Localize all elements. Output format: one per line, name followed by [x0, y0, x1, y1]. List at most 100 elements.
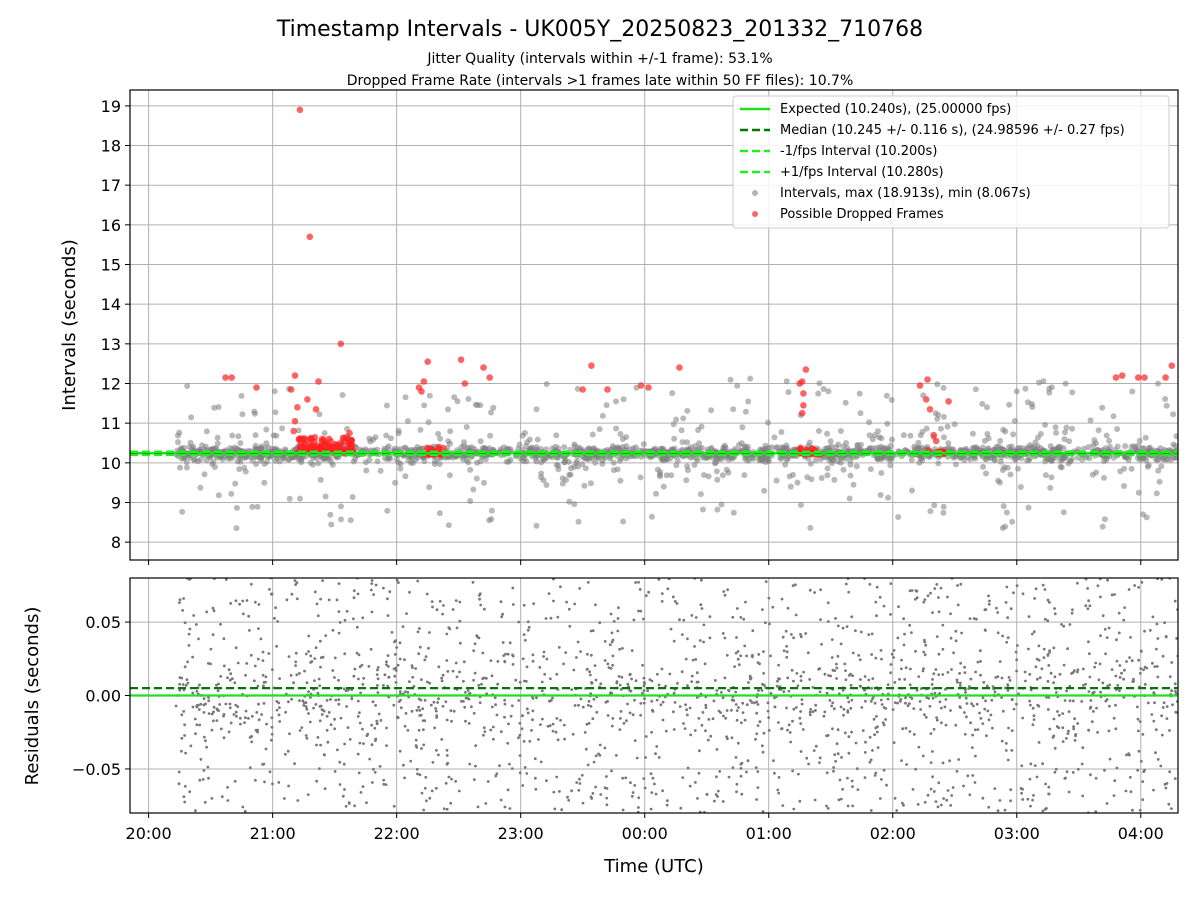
residual-point	[1093, 665, 1096, 669]
residual-point	[669, 627, 673, 631]
residual-point	[782, 690, 786, 694]
residual-point	[690, 674, 694, 678]
residual-point	[216, 689, 220, 693]
residual-point	[1120, 671, 1123, 675]
residual-point	[518, 733, 522, 737]
residual-point	[1024, 679, 1027, 683]
top-panel-x-tick-marks	[148, 560, 1142, 565]
residual-point	[447, 626, 451, 629]
residual-point	[1053, 746, 1057, 750]
residual-point	[346, 726, 350, 729]
top-y-axis-label: Intervals (seconds)	[59, 239, 80, 411]
residual-point	[236, 705, 240, 708]
residual-point	[450, 719, 453, 723]
residual-point	[819, 618, 822, 621]
residual-point	[826, 734, 830, 737]
residual-point	[384, 783, 388, 786]
interval-point	[520, 458, 527, 465]
dropped-frame-point	[932, 437, 940, 445]
residual-point	[585, 722, 589, 726]
residual-point	[523, 638, 527, 642]
dropped-frame-point	[486, 374, 494, 381]
residual-point	[433, 726, 436, 730]
residual-point	[878, 595, 882, 599]
residual-point	[449, 709, 453, 713]
residual-point	[385, 744, 388, 747]
residual-point	[619, 710, 623, 713]
residual-point	[1065, 770, 1069, 774]
residual-point	[1082, 684, 1085, 687]
residual-point	[870, 686, 873, 690]
residual-point	[799, 722, 803, 725]
interval-point	[445, 438, 452, 445]
residual-point	[423, 658, 427, 662]
residual-point	[981, 796, 985, 800]
interval-point	[1122, 443, 1129, 450]
dropped-frame-point	[461, 380, 469, 387]
interval-point	[1085, 444, 1092, 450]
residual-point	[418, 714, 422, 717]
residual-point	[359, 791, 363, 794]
interval-point	[363, 467, 370, 474]
interval-point	[669, 390, 676, 397]
residual-point	[323, 787, 327, 791]
interval-point	[1060, 445, 1067, 452]
residual-point	[1033, 764, 1037, 767]
residual-point	[1072, 725, 1075, 729]
residual-point	[405, 612, 408, 615]
residual-point	[723, 636, 727, 640]
residual-point	[834, 760, 837, 763]
residual-point	[721, 632, 725, 635]
residual-point	[859, 678, 862, 681]
residual-point	[489, 659, 493, 662]
dropped-frame-point	[1141, 374, 1148, 381]
residual-point	[1048, 727, 1052, 731]
dropped-frame-point	[802, 366, 810, 373]
residual-point	[854, 629, 857, 633]
interval-point	[1022, 385, 1029, 392]
residual-point	[551, 696, 554, 700]
residual-point	[571, 732, 575, 736]
residual-point	[337, 702, 341, 706]
residual-point	[836, 654, 840, 658]
interval-point	[1036, 379, 1042, 386]
residual-point	[1125, 753, 1128, 757]
interval-point	[214, 440, 221, 447]
interval-point	[683, 477, 690, 484]
residual-point	[706, 738, 710, 742]
residual-point	[780, 727, 784, 730]
interval-point	[263, 440, 270, 447]
residual-point	[1029, 703, 1032, 707]
residual-point	[898, 677, 901, 681]
residual-point	[479, 603, 483, 607]
interval-point	[1101, 474, 1107, 481]
residual-point	[832, 766, 836, 769]
residual-point	[253, 679, 256, 683]
residual-point	[270, 732, 274, 736]
residual-point	[624, 776, 628, 780]
dropped-frame-point	[304, 396, 311, 403]
residual-point	[1114, 674, 1118, 678]
residual-point	[397, 700, 401, 703]
residual-point	[789, 740, 793, 744]
residual-point	[207, 696, 210, 699]
residual-point	[222, 713, 226, 716]
interval-point	[317, 476, 324, 483]
residual-point	[314, 703, 318, 706]
residual-point	[316, 736, 320, 739]
residual-point	[641, 691, 644, 695]
residual-point	[451, 608, 455, 611]
interval-point	[886, 456, 893, 463]
residual-point	[987, 594, 990, 598]
residual-point	[234, 710, 238, 714]
residual-point	[665, 803, 669, 807]
residual-point	[619, 688, 623, 691]
residual-point	[797, 772, 800, 776]
residual-point	[672, 691, 676, 695]
residual-point	[489, 728, 493, 732]
residual-point	[1174, 710, 1178, 714]
residual-point	[965, 702, 969, 705]
interval-point	[254, 503, 261, 510]
residual-point	[245, 599, 249, 602]
residual-point	[1052, 646, 1056, 650]
